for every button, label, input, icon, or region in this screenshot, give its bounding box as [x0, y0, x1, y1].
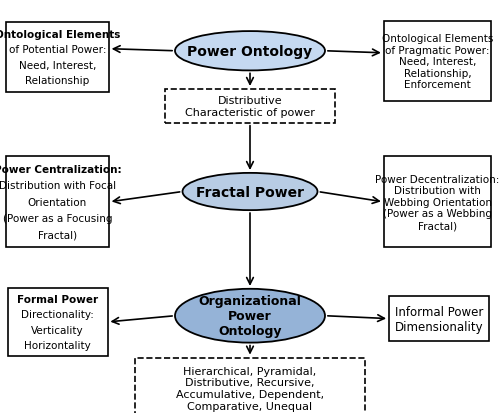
Text: Power Centralization:: Power Centralization:	[0, 164, 122, 174]
Bar	[165, 90, 335, 123]
Text: Fractal): Fractal)	[38, 230, 77, 240]
Bar	[8, 288, 108, 356]
Bar	[389, 296, 489, 342]
Text: Fractal Power: Fractal Power	[196, 185, 304, 199]
Bar	[384, 21, 491, 102]
Text: Power Ontology: Power Ontology	[188, 45, 312, 59]
Text: (Power as a Focusing: (Power as a Focusing	[3, 214, 112, 224]
Text: Ontological Elements
of Pragmatic Power:
Need, Interest,
Relationship,
Enforceme: Ontological Elements of Pragmatic Power:…	[382, 34, 493, 90]
Text: Verticality: Verticality	[31, 325, 84, 335]
Ellipse shape	[175, 32, 325, 71]
Bar	[384, 157, 491, 248]
Text: Relationship: Relationship	[26, 76, 90, 86]
Text: Ontological Elements: Ontological Elements	[0, 29, 120, 39]
Text: Informal Power
Dimensionality: Informal Power Dimensionality	[394, 305, 484, 333]
Text: Hierarchical, Pyramidal,
Distributive, Recursive,
Accumulative, Dependent,
Compa: Hierarchical, Pyramidal, Distributive, R…	[176, 366, 324, 411]
Text: Orientation: Orientation	[28, 197, 87, 207]
Text: Horizontality: Horizontality	[24, 340, 91, 350]
Text: Need, Interest,: Need, Interest,	[19, 61, 96, 71]
Text: of Potential Power:: of Potential Power:	[9, 45, 106, 55]
Ellipse shape	[182, 173, 318, 211]
Text: Distribution with Focal: Distribution with Focal	[0, 181, 116, 191]
Ellipse shape	[175, 289, 325, 343]
Text: Power Decentralization:
Distribution with
Webbing Orientation
(Power as a Webbin: Power Decentralization: Distribution wit…	[376, 174, 500, 230]
Text: Directionality:: Directionality:	[21, 310, 94, 320]
Bar	[135, 358, 365, 413]
Bar	[6, 23, 109, 93]
Text: Distributive
Characteristic of power: Distributive Characteristic of power	[185, 96, 315, 117]
Bar	[6, 157, 109, 248]
Text: Formal Power: Formal Power	[17, 294, 98, 304]
Text: Organizational
Power
Ontology: Organizational Power Ontology	[198, 294, 302, 337]
